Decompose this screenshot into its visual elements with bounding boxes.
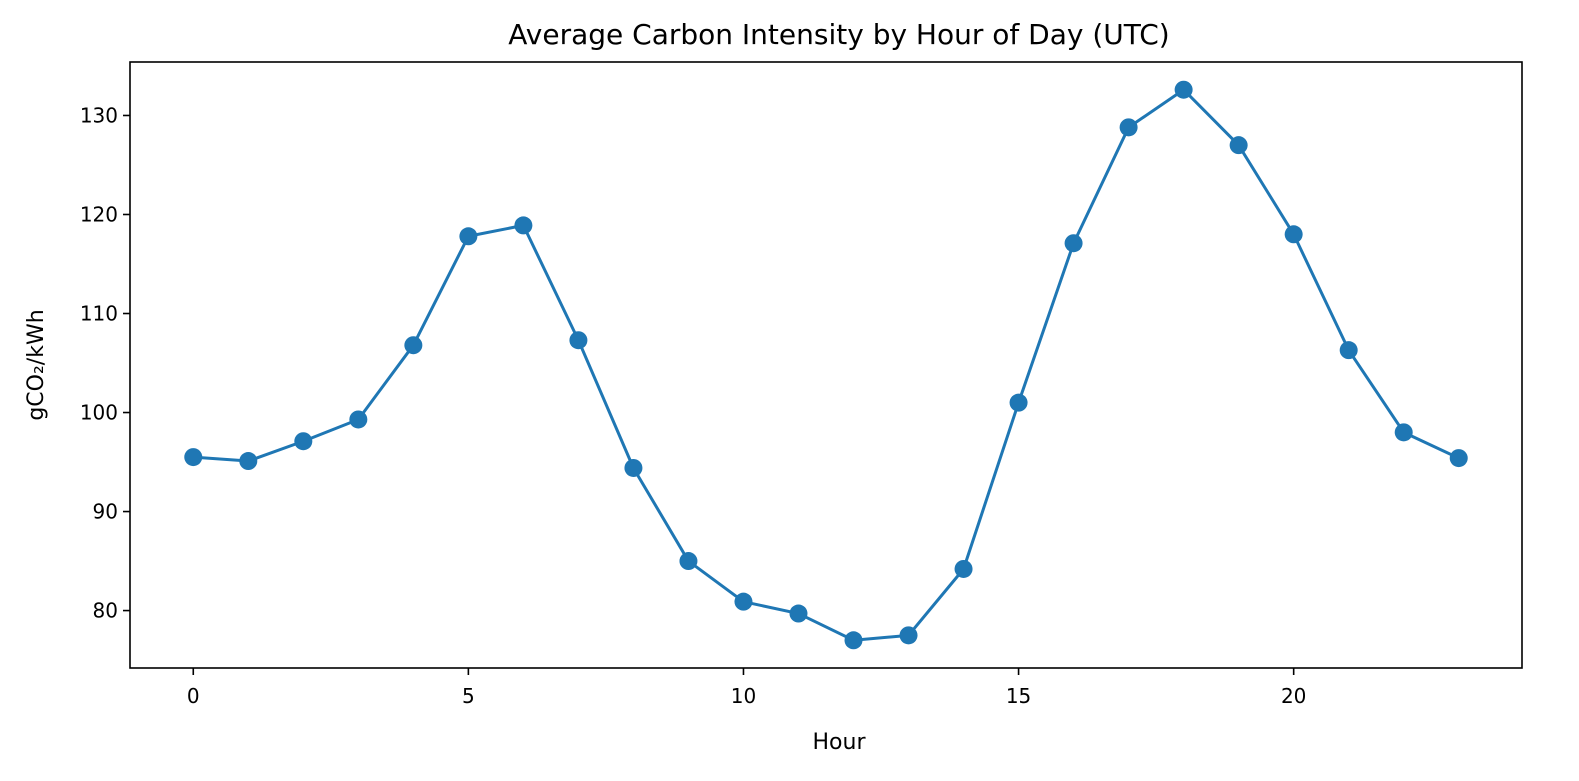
chart-title: Average Carbon Intensity by Hour of Day … xyxy=(508,18,1169,51)
series-layer xyxy=(184,80,1468,650)
data-point xyxy=(954,559,973,578)
y-tick-label: 110 xyxy=(80,302,118,326)
y-axis-label: gCO₂/kWh xyxy=(24,309,49,420)
data-point xyxy=(459,227,478,246)
y-tick-label: 80 xyxy=(93,599,118,623)
data-point xyxy=(1339,341,1358,360)
y-tick-label: 90 xyxy=(93,500,118,524)
y-tick-label: 130 xyxy=(80,103,118,127)
data-point xyxy=(844,631,863,650)
data-point xyxy=(789,604,808,623)
x-tick-label: 5 xyxy=(462,684,475,708)
data-point xyxy=(1394,423,1413,442)
plot-area-frame xyxy=(129,61,1523,669)
y-tick-label: 120 xyxy=(80,202,118,226)
data-point xyxy=(184,448,203,467)
data-point xyxy=(514,216,533,235)
data-point xyxy=(349,410,368,429)
data-point xyxy=(624,458,643,477)
data-point xyxy=(899,626,918,645)
x-tick-label: 10 xyxy=(731,684,756,708)
data-point xyxy=(1064,234,1083,253)
data-point xyxy=(239,452,258,471)
data-point xyxy=(1119,118,1138,137)
data-point xyxy=(1229,136,1248,155)
data-point xyxy=(679,552,698,571)
y-axis-ticks: 80 90 100 110 120 130 xyxy=(80,103,130,623)
series-line xyxy=(191,88,1461,642)
data-point xyxy=(1449,449,1468,468)
data-point xyxy=(1284,225,1303,244)
data-point xyxy=(294,432,313,451)
data-point xyxy=(1174,80,1193,99)
x-tick-label: 20 xyxy=(1281,684,1306,708)
x-axis-label: Hour xyxy=(813,730,867,755)
x-tick-label: 15 xyxy=(1006,684,1031,708)
x-axis-ticks: 0 5 10 15 20 xyxy=(187,668,1306,708)
y-tick-label: 100 xyxy=(80,401,118,425)
plot-area-background xyxy=(130,62,1522,668)
data-point xyxy=(404,336,423,355)
data-point xyxy=(1009,393,1028,412)
data-point xyxy=(569,331,588,350)
data-point xyxy=(734,592,753,611)
x-tick-label: 0 xyxy=(187,684,200,708)
